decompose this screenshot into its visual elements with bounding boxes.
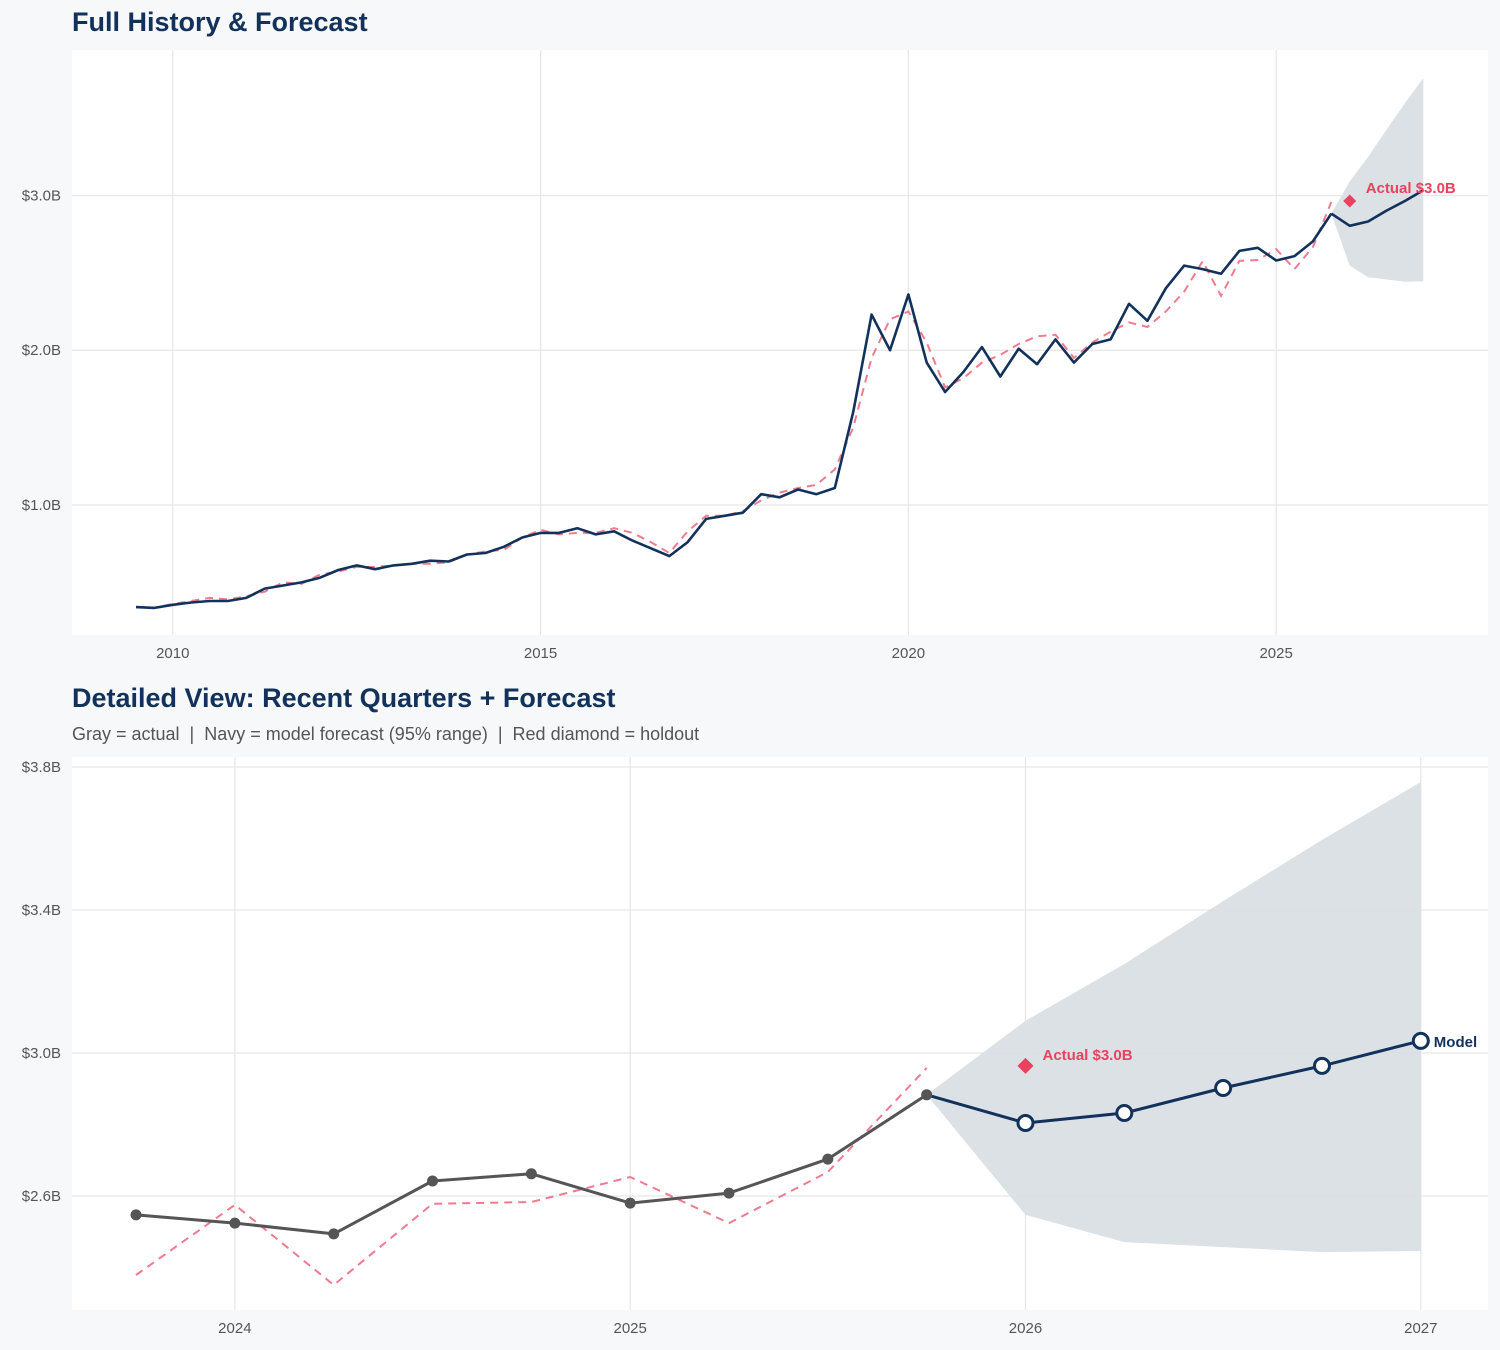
actual-point — [822, 1153, 834, 1165]
x-tick-label: 2025 — [1259, 645, 1292, 662]
bottom-chart-subtitle: Gray = actual | Navy = model forecast (9… — [72, 724, 699, 744]
holdout-diamond — [1017, 1057, 1034, 1074]
bottom-chart: 2024 2025 2026 2027 $2.6B $3.0B $3.4B $3.8B Mode… — [22, 757, 1488, 1337]
holdout-label: Actual $3.0B — [1042, 1047, 1132, 1064]
forecast-point — [1411, 1031, 1430, 1050]
top-chart: 2010 2015 2020 2025 $1.0B $2.0B $3.0B Actual $3… — [22, 50, 1488, 662]
y-tick-label: $3.8B — [22, 759, 61, 776]
x-tick-label: 2010 — [156, 645, 189, 662]
forecast-confidence-band — [1331, 78, 1424, 282]
forecast-confidence-band — [926, 782, 1421, 1253]
y-tick-label: $2.6B — [22, 1188, 61, 1205]
x-tick-label: 2026 — [1009, 1320, 1042, 1337]
x-tick-label: 2025 — [613, 1320, 646, 1337]
y-tick-label: $3.4B — [22, 902, 61, 919]
actual-point — [921, 1089, 933, 1101]
actual-line — [135, 212, 1333, 610]
actual-point — [723, 1187, 735, 1199]
actual-point — [624, 1197, 636, 1209]
actual-point — [525, 1168, 537, 1180]
x-tick-label: 2020 — [892, 645, 925, 662]
actual-point — [427, 1175, 439, 1187]
y-tick-label: $3.0B — [22, 1045, 61, 1062]
bottom-chart-title: Detailed View: Recent Quarters + Forecas… — [72, 683, 615, 713]
y-tick-label: $2.0B — [22, 342, 61, 359]
forecast-point — [1115, 1104, 1134, 1123]
actual-point — [229, 1217, 241, 1229]
x-tick-label: 2027 — [1404, 1320, 1437, 1337]
top-chart-title: Full History & Forecast — [72, 7, 368, 37]
forecast-point — [1214, 1079, 1233, 1098]
forecast-line — [1330, 189, 1424, 228]
holdout-label: Actual $3.0B — [1366, 180, 1456, 197]
y-tick-label: $1.0B — [22, 497, 61, 514]
forecast-line — [926, 1039, 1422, 1125]
forecast-point — [1016, 1114, 1035, 1133]
plot-area — [72, 50, 1488, 635]
fitted-dashed-line — [135, 1067, 928, 1287]
model-label: Model — [1434, 1034, 1477, 1051]
y-tick-label: $3.0B — [22, 187, 61, 204]
forecast-point — [1312, 1056, 1331, 1075]
actual-point — [328, 1228, 340, 1240]
x-tick-label: 2015 — [524, 645, 557, 662]
actual-point — [130, 1209, 142, 1221]
x-tick-label: 2024 — [218, 1320, 251, 1337]
holdout-diamond — [1343, 194, 1357, 208]
